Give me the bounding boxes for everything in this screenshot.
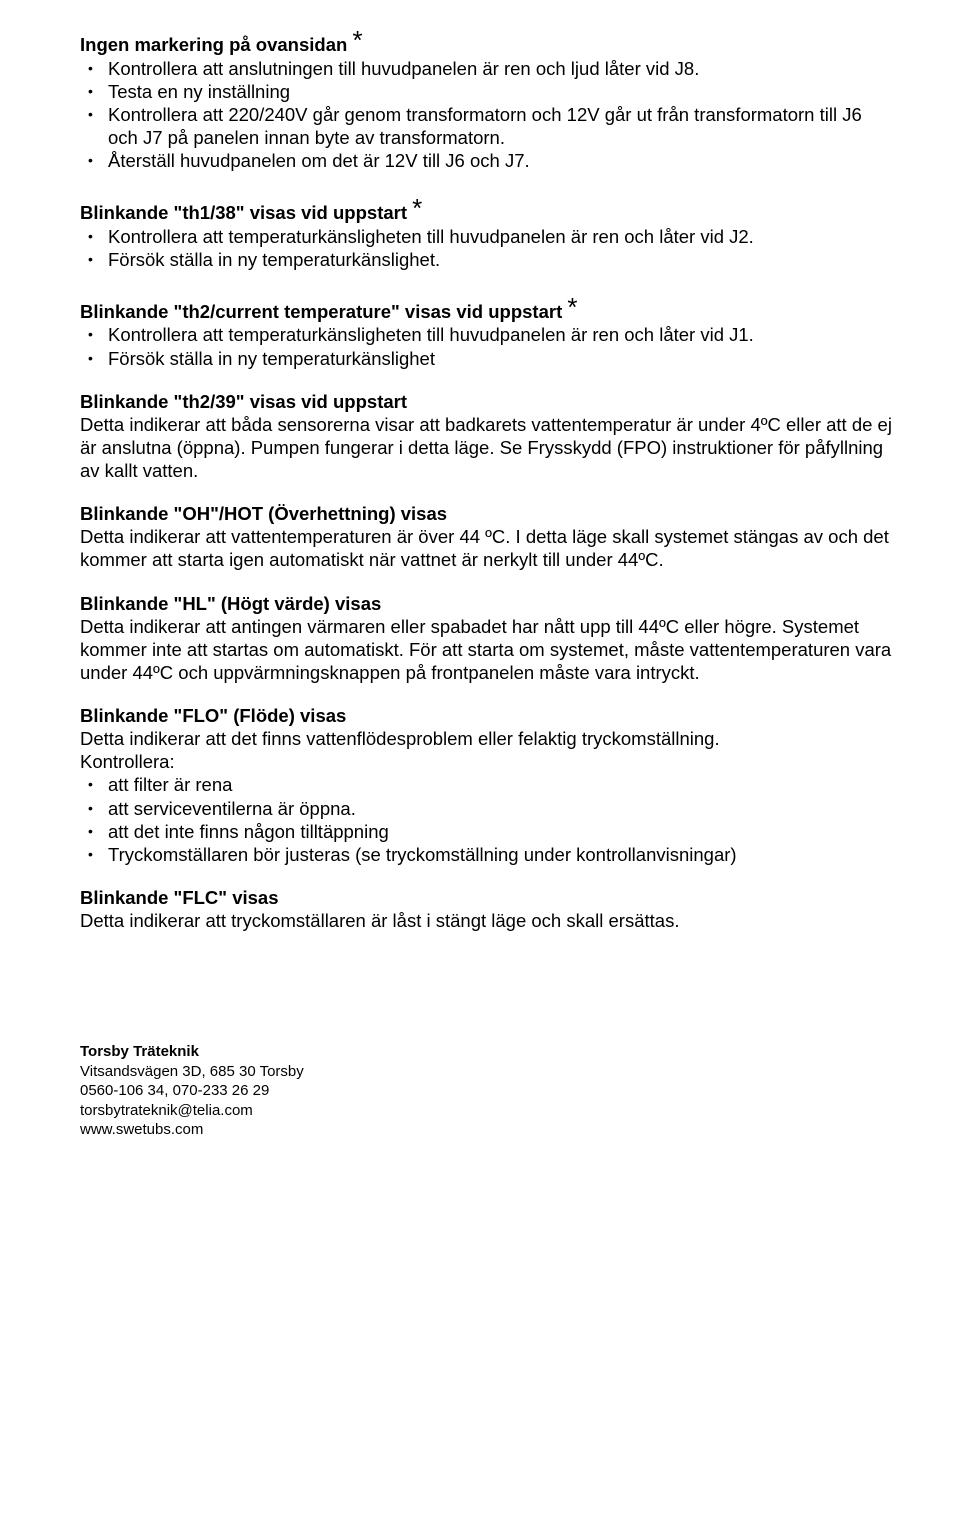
section-title: Blinkande "th2/39" visas vid uppstart: [80, 390, 896, 413]
bullet-item: Kontrollera att anslutningen till huvudp…: [80, 57, 896, 80]
asterisk-mark: *: [567, 292, 577, 322]
footer-phones: 0560-106 34, 070-233 26 29: [80, 1081, 896, 1101]
asterisk-mark: *: [412, 193, 422, 223]
section-bullets: Kontrollera att temperaturkänsligheten t…: [80, 225, 896, 271]
footer-email: torsbytrateknik@telia.com: [80, 1101, 896, 1121]
section-body: Detta indikerar att tryckomställaren är …: [80, 909, 896, 932]
section-th2-current: Blinkande "th2/current temperature" visa…: [80, 291, 896, 370]
section-body: Detta indikerar att båda sensorerna visa…: [80, 413, 896, 482]
section-bullets: att filter är rena att serviceventilerna…: [80, 773, 896, 866]
section-th2-39: Blinkande "th2/39" visas vid uppstart De…: [80, 390, 896, 483]
asterisk-mark: *: [352, 25, 362, 55]
section-label: Kontrollera:: [80, 750, 896, 773]
bullet-item: Försök ställa in ny temperaturkänslighet…: [80, 248, 896, 271]
section-flo: Blinkande "FLO" (Flöde) visas Detta indi…: [80, 704, 896, 866]
footer-org: Torsby Träteknik: [80, 1042, 896, 1062]
bullet-item: Återställ huvudpanelen om det är 12V til…: [80, 149, 896, 172]
bullet-item: Tryckomställaren bör justeras (se trycko…: [80, 843, 896, 866]
document-page: Ingen markering på ovansidan * Kontrolle…: [0, 0, 960, 1521]
section-oh-hot: Blinkande "OH"/HOT (Överhettning) visas …: [80, 502, 896, 571]
bullet-item: Testa en ny inställning: [80, 80, 896, 103]
section-title: Blinkande "FLC" visas: [80, 886, 896, 909]
section-th1-38: Blinkande "th1/38" visas vid uppstart * …: [80, 192, 896, 271]
section-title: Blinkande "OH"/HOT (Överhettning) visas: [80, 502, 896, 525]
section-body: Detta indikerar att vattentemperaturen ä…: [80, 525, 896, 571]
section-body: Detta indikerar att antingen värmaren el…: [80, 615, 896, 684]
section-ingen-markering: Ingen markering på ovansidan * Kontrolle…: [80, 24, 896, 172]
section-flc: Blinkande "FLC" visas Detta indikerar at…: [80, 886, 896, 932]
bullet-item: Kontrollera att 220/240V går genom trans…: [80, 103, 896, 149]
title-text: Blinkande "th1/38" visas vid uppstart: [80, 202, 407, 223]
section-title: Ingen markering på ovansidan *: [80, 24, 896, 57]
section-body: Detta indikerar att det finns vattenflöd…: [80, 727, 896, 750]
bullet-item: Kontrollera att temperaturkänsligheten t…: [80, 323, 896, 346]
section-title: Blinkande "HL" (Högt värde) visas: [80, 592, 896, 615]
bullet-item: att det inte finns någon tilltäppning: [80, 820, 896, 843]
section-bullets: Kontrollera att anslutningen till huvudp…: [80, 57, 896, 173]
title-text: Blinkande "th2/current temperature" visa…: [80, 301, 562, 322]
section-bullets: Kontrollera att temperaturkänsligheten t…: [80, 323, 896, 369]
section-title: Blinkande "th2/current temperature" visa…: [80, 291, 896, 324]
title-text: Ingen markering på ovansidan: [80, 34, 347, 55]
document-footer: Torsby Träteknik Vitsandsvägen 3D, 685 3…: [80, 1042, 896, 1140]
footer-address: Vitsandsvägen 3D, 685 30 Torsby: [80, 1062, 896, 1082]
bullet-item: Försök ställa in ny temperaturkänslighet: [80, 347, 896, 370]
section-hl: Blinkande "HL" (Högt värde) visas Detta …: [80, 592, 896, 685]
bullet-item: att serviceventilerna är öppna.: [80, 797, 896, 820]
section-title: Blinkande "FLO" (Flöde) visas: [80, 704, 896, 727]
footer-web: www.swetubs.com: [80, 1120, 896, 1140]
section-title: Blinkande "th1/38" visas vid uppstart *: [80, 192, 896, 225]
bullet-item: Kontrollera att temperaturkänsligheten t…: [80, 225, 896, 248]
bullet-item: att filter är rena: [80, 773, 896, 796]
